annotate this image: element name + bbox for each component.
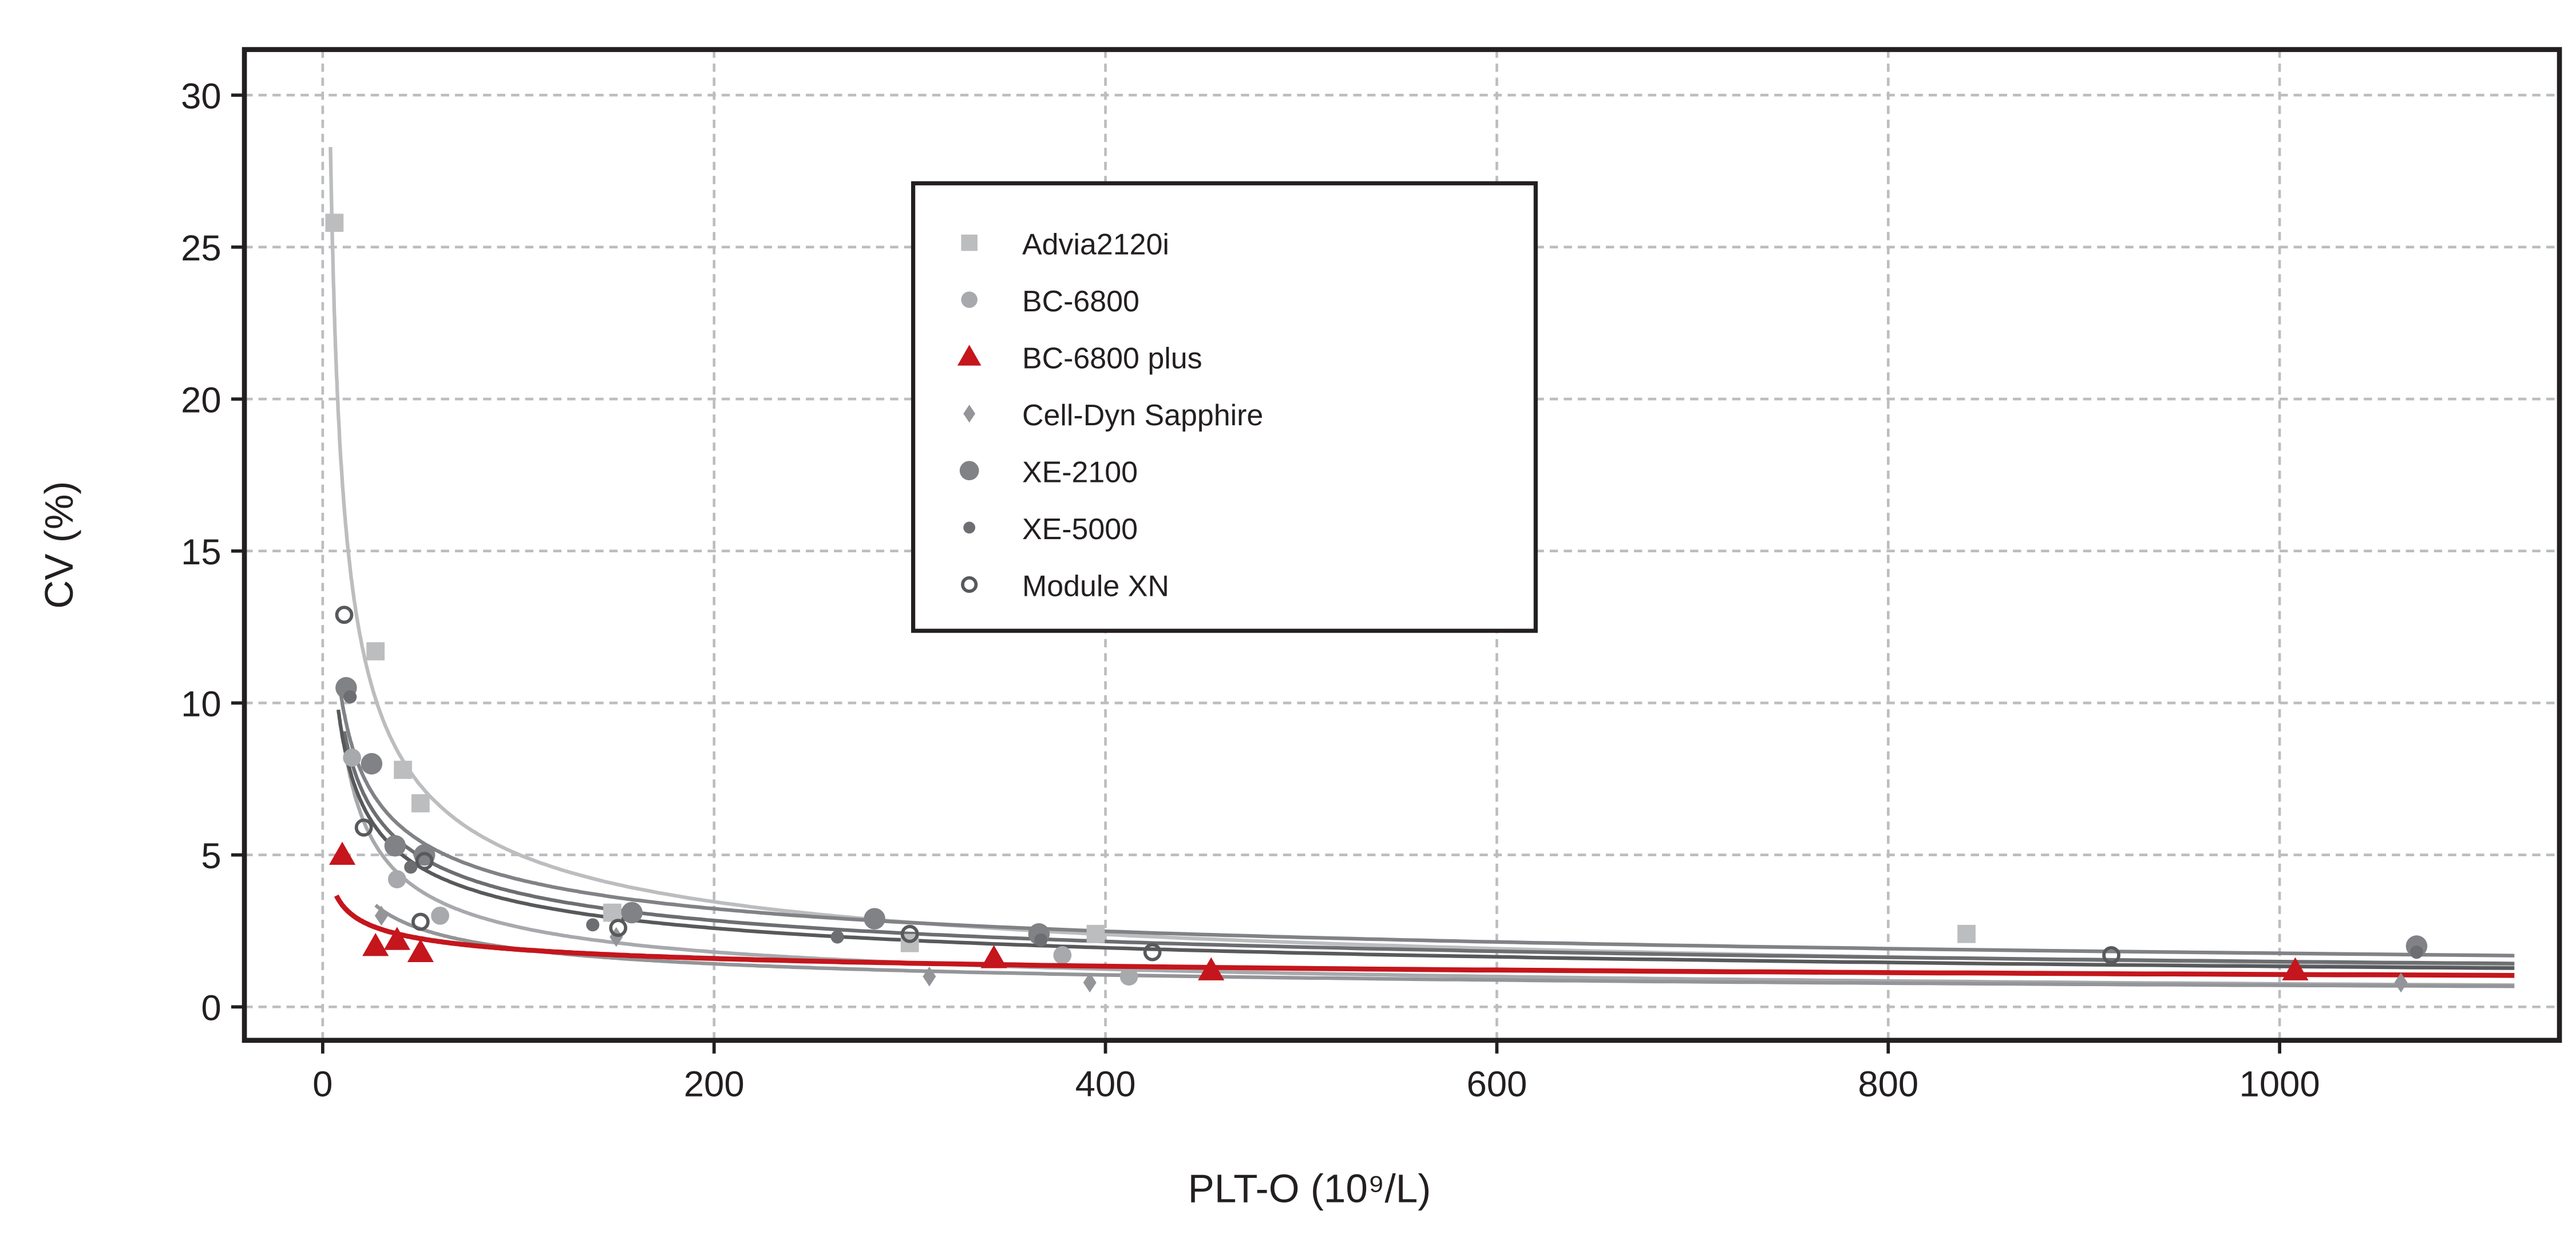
x-tick-label: 0 (312, 1065, 333, 1105)
point-bc-6800 (387, 870, 406, 889)
fit-curve-xe-5000 (342, 731, 2515, 966)
y-tick-label: 20 (181, 380, 221, 420)
point-module-xn (335, 606, 354, 624)
point-bc-6800-plus (383, 927, 410, 950)
point-bc-6800-plus (362, 932, 389, 956)
point-module-xn (411, 912, 430, 931)
point-bc-6800 (1053, 946, 1072, 964)
legend-marker-bc-6800-plus (957, 345, 982, 366)
y-axis-title: CV (%) (37, 481, 81, 609)
legend: Advia2120i BC-6800 BC-6800 plus Cell-Dyn Sa… (911, 181, 1538, 633)
point-advia2120i (411, 794, 430, 813)
legend-label: XE-5000 (1022, 513, 1138, 546)
x-axis: 0 200 400 600 800 1000 (312, 1040, 2320, 1105)
fit-curve-bc-6800-plus (334, 894, 2515, 978)
data-points (325, 213, 2515, 993)
fit-curve-bc-6800 (344, 755, 2515, 987)
legend-label: Module XN (1022, 570, 1169, 603)
point-xe-2100 (384, 835, 406, 857)
point-cell-dyn-sapphire (923, 966, 936, 987)
fit-curve-advia2120i (329, 147, 2515, 967)
point-xe-2100 (361, 753, 383, 775)
legend-box (911, 181, 1538, 633)
point-xe-2100 (864, 908, 885, 930)
legend-label: Cell-Dyn Sapphire (1022, 399, 1263, 432)
point-module-xn (900, 924, 919, 943)
legend-marker-cell-dyn-sapphire (963, 405, 976, 423)
point-xe-5000 (830, 930, 844, 944)
legend-marker-bc-6800 (961, 291, 978, 308)
point-bc-6800-plus (329, 841, 356, 865)
point-bc-6800-plus (407, 939, 434, 962)
point-module-xn (415, 852, 434, 871)
plot-frame (242, 47, 2562, 1043)
legend-marker-xe-5000 (963, 521, 976, 534)
legend-label: BC-6800 plus (1022, 342, 1202, 375)
point-module-xn (609, 919, 628, 937)
legend-label: XE-2100 (1022, 456, 1138, 489)
y-tick-label: 30 (181, 76, 221, 116)
point-xe-5000 (2409, 946, 2424, 959)
point-cell-dyn-sapphire (374, 905, 388, 926)
point-module-xn (354, 818, 373, 837)
point-module-xn (1143, 943, 1162, 962)
fit-curve-module-xn (337, 709, 2515, 970)
legend-label: BC-6800 (1022, 285, 1139, 318)
point-cell-dyn-sapphire (1083, 972, 1097, 993)
fit-curve-xe-2100 (338, 690, 2515, 958)
point-xe-5000 (404, 860, 418, 874)
x-tick-label: 800 (1858, 1065, 1918, 1105)
point-bc-6800-plus (980, 945, 1007, 968)
point-xe-5000 (1034, 933, 1048, 947)
point-xe-2100 (621, 901, 643, 924)
point-bc-6800-plus (2282, 957, 2309, 980)
y-tick-label: 0 (201, 988, 221, 1028)
y-tick-label: 15 (181, 532, 221, 572)
y-tick-label: 25 (181, 228, 221, 268)
point-cell-dyn-sapphire (2394, 972, 2408, 993)
x-tick-label: 1000 (2239, 1065, 2320, 1105)
x-tick-label: 600 (1466, 1065, 1527, 1105)
point-bc-6800 (431, 907, 449, 925)
point-advia2120i (603, 903, 622, 922)
x-axis-title: PLT-O (10⁹/L) (1188, 1166, 1431, 1211)
legend-label: Advia2120i (1022, 228, 1169, 261)
point-advia2120i (325, 213, 344, 232)
legend-marker-xe-2100 (959, 461, 979, 481)
point-xe-5000 (586, 918, 600, 932)
point-bc-6800 (343, 748, 362, 767)
point-bc-6800 (1119, 967, 1138, 986)
y-tick-label: 5 (201, 836, 221, 876)
point-advia2120i (394, 761, 412, 779)
point-advia2120i (1957, 924, 1976, 943)
y-tick-label: 10 (181, 684, 221, 724)
x-tick-label: 200 (684, 1065, 745, 1105)
legend-marker-advia2120i (961, 234, 978, 251)
legend-marker-module-xn (961, 576, 978, 593)
point-advia2120i (1086, 924, 1105, 943)
y-axis: 0 5 10 15 20 25 30 (181, 76, 245, 1028)
point-xe-5000 (343, 690, 357, 704)
point-advia2120i (366, 642, 385, 660)
point-module-xn (2102, 946, 2120, 964)
x-tick-label: 400 (1075, 1065, 1136, 1105)
point-bc-6800-plus (1198, 957, 1225, 980)
